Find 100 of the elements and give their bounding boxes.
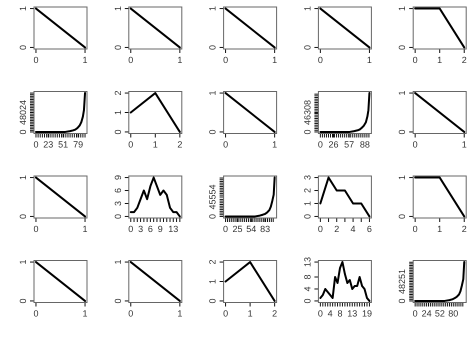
x-tick-label: 4 bbox=[328, 308, 333, 318]
y-tick-label: 0 bbox=[112, 44, 123, 50]
y-tick-label: 0 bbox=[112, 214, 123, 219]
x-tick-label: 6 bbox=[148, 224, 153, 234]
y-tick-label: 1 bbox=[208, 6, 218, 12]
y-tick-label: 0 bbox=[18, 44, 28, 50]
y-tick-label: 0 bbox=[397, 129, 408, 134]
y-tick-label: 1 bbox=[397, 6, 408, 12]
y-tick-label: 0 bbox=[302, 129, 312, 134]
x-tick-label: 0 bbox=[412, 55, 418, 65]
y-tick-label: 0 bbox=[18, 129, 28, 134]
x-tick-label: 83 bbox=[260, 224, 270, 234]
line-series bbox=[130, 176, 181, 218]
x-tick-label: 9 bbox=[158, 224, 163, 234]
x-tick-label: 88 bbox=[360, 140, 370, 150]
y-tick-label: 0 bbox=[302, 44, 312, 50]
y-tick-label: 0 bbox=[208, 298, 218, 304]
x-tick-label: 0 bbox=[128, 55, 134, 65]
y-tick-label: 0 bbox=[302, 298, 312, 304]
x-tick-label: 1 bbox=[437, 55, 442, 65]
y-tick-label: 1 bbox=[397, 90, 408, 96]
y-tick-label: 0 bbox=[397, 214, 408, 219]
x-tick-label: 25 bbox=[232, 224, 242, 234]
x-tick-label: 1 bbox=[248, 308, 253, 318]
x-tick-label: 0 bbox=[223, 224, 228, 234]
x-tick-label: 0 bbox=[128, 140, 134, 150]
x-tick-label: 2 bbox=[462, 224, 467, 234]
x-tick-label: 0 bbox=[33, 140, 38, 150]
x-tick-label: 1 bbox=[82, 308, 88, 318]
x-tick-label: 13 bbox=[168, 224, 178, 234]
y-tick-label: 6 bbox=[112, 188, 123, 194]
y-tick-label: 4 bbox=[302, 286, 312, 292]
y-tick-label: 1 bbox=[208, 278, 218, 284]
y-tick-label: 0 bbox=[302, 214, 312, 219]
x-tick-label: 51 bbox=[58, 140, 68, 150]
line-series bbox=[319, 92, 370, 133]
x-tick-label: 8 bbox=[337, 308, 342, 318]
line-series bbox=[414, 261, 466, 302]
x-tick-label: 4 bbox=[350, 224, 356, 234]
x-tick-label: 0 bbox=[318, 308, 323, 318]
x-tick-label: 1 bbox=[177, 308, 182, 318]
y-tick-label: 8 bbox=[302, 274, 312, 280]
x-tick-label: 0 bbox=[318, 224, 323, 234]
y-tick-label: 1 bbox=[18, 175, 28, 180]
x-tick-label: 0 bbox=[318, 55, 323, 65]
y-tick-label: 0 bbox=[112, 298, 123, 304]
y-tick-label: 3 bbox=[302, 175, 312, 180]
y-tick-label: 2 bbox=[208, 260, 218, 265]
y-tick-label: 0 bbox=[112, 129, 123, 134]
y-tick-label: 48251 bbox=[397, 268, 408, 294]
x-tick-label: 0 bbox=[318, 140, 323, 150]
y-tick-label: 0 bbox=[18, 298, 28, 304]
x-tick-label: 0 bbox=[128, 308, 134, 318]
x-tick-label: 57 bbox=[344, 140, 354, 150]
line-series bbox=[224, 176, 276, 218]
y-tick-label: 9 bbox=[112, 175, 123, 180]
x-tick-label: 19 bbox=[362, 308, 372, 318]
y-tick-label: 46308 bbox=[302, 100, 312, 126]
x-tick-label: 54 bbox=[246, 224, 256, 234]
x-tick-label: 23 bbox=[43, 140, 54, 150]
x-tick-label: 52 bbox=[434, 308, 445, 318]
x-tick-label: 0 bbox=[223, 140, 228, 150]
x-tick-label: 0 bbox=[412, 224, 418, 234]
x-tick-label: 1 bbox=[272, 140, 278, 150]
x-tick-label: 24 bbox=[422, 308, 432, 318]
x-tick-label: 0 bbox=[33, 224, 38, 234]
y-tick-label: 3 bbox=[112, 200, 123, 206]
y-tick-label: 0 bbox=[18, 214, 28, 219]
x-tick-label: 1 bbox=[366, 55, 372, 65]
x-tick-label: 26 bbox=[328, 140, 339, 150]
x-tick-label: 79 bbox=[73, 140, 84, 150]
x-tick-label: 0 bbox=[223, 308, 228, 318]
y-tick-label: 0 bbox=[208, 214, 218, 219]
x-tick-label: 1 bbox=[82, 224, 88, 234]
x-tick-label: 13 bbox=[347, 308, 358, 318]
x-tick-label: 1 bbox=[437, 224, 442, 234]
y-tick-label: 2 bbox=[302, 188, 312, 194]
x-tick-label: 0 bbox=[412, 140, 418, 150]
x-tick-label: 1 bbox=[82, 55, 88, 65]
x-tick-label: 80 bbox=[448, 308, 458, 318]
y-tick-label: 1 bbox=[112, 260, 123, 265]
x-tick-label: 1 bbox=[272, 55, 278, 65]
line-series bbox=[319, 261, 370, 302]
line-series bbox=[319, 176, 370, 218]
x-tick-label: 2 bbox=[177, 140, 182, 150]
x-tick-label: 1 bbox=[152, 140, 158, 150]
y-tick-label: 0 bbox=[397, 44, 408, 50]
y-tick-label: 45554 bbox=[208, 184, 218, 210]
x-tick-label: 0 bbox=[412, 308, 418, 318]
y-tick-label: 1 bbox=[302, 6, 312, 12]
x-tick-label: 0 bbox=[128, 224, 134, 234]
y-tick-label: 0 bbox=[208, 129, 218, 134]
y-tick-label: 1 bbox=[208, 90, 218, 96]
y-tick-label: 0 bbox=[397, 298, 408, 304]
y-tick-label: 1 bbox=[112, 110, 123, 116]
y-tick-label: 48024 bbox=[18, 100, 28, 126]
x-tick-label: 0 bbox=[33, 55, 38, 65]
x-tick-label: 0 bbox=[223, 55, 228, 65]
x-tick-label: 3 bbox=[138, 224, 144, 234]
line-series bbox=[34, 92, 86, 133]
